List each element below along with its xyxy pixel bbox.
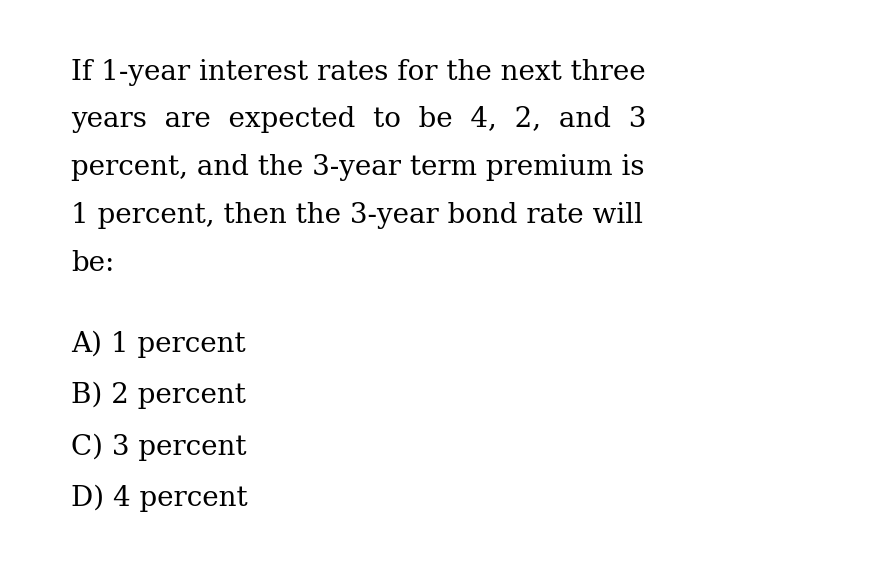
Text: 1 percent, then the 3-year bond rate will: 1 percent, then the 3-year bond rate wil…	[71, 202, 643, 229]
Text: be:: be:	[71, 250, 114, 277]
Text: A) 1 percent: A) 1 percent	[71, 331, 245, 358]
Text: percent, and the 3-year term premium is: percent, and the 3-year term premium is	[71, 154, 644, 181]
Text: If 1-year interest rates for the next three: If 1-year interest rates for the next th…	[71, 58, 645, 85]
Text: B) 2 percent: B) 2 percent	[71, 382, 246, 409]
Text: C) 3 percent: C) 3 percent	[71, 433, 246, 461]
Text: years  are  expected  to  be  4,  2,  and  3: years are expected to be 4, 2, and 3	[71, 106, 646, 133]
Text: D) 4 percent: D) 4 percent	[71, 485, 248, 512]
